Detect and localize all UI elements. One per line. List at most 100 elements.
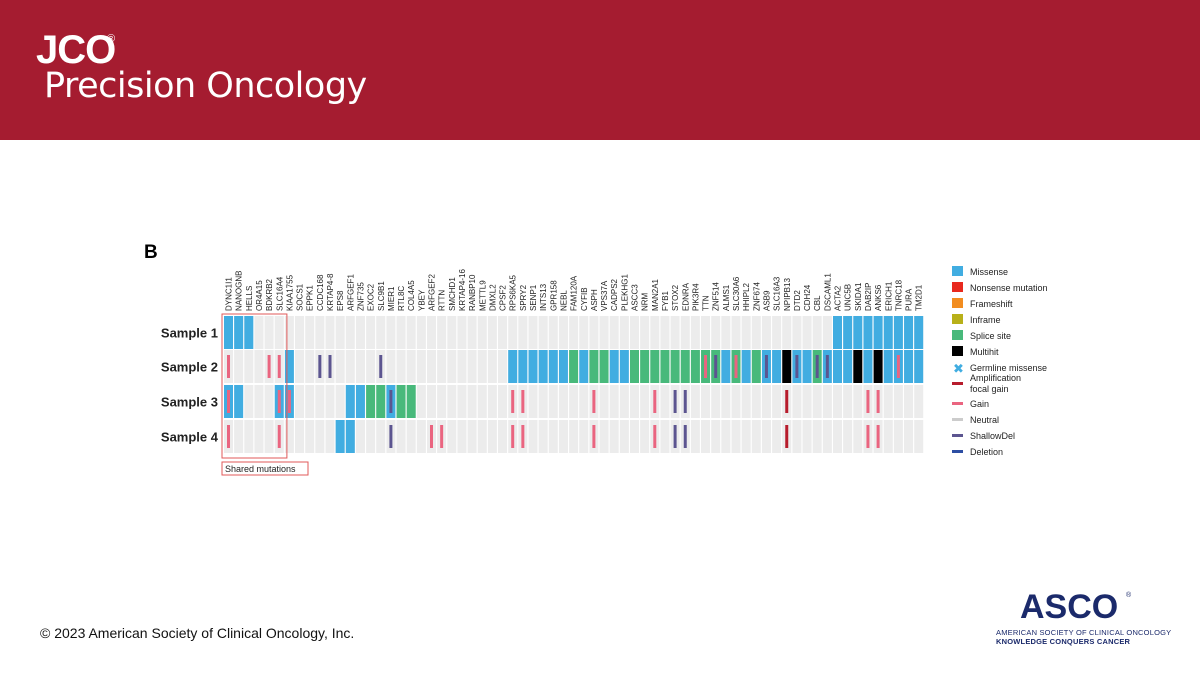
mutation-cell [782, 350, 792, 383]
grid-cell [853, 420, 863, 453]
grid-cell [711, 385, 721, 418]
grid-cell [792, 385, 802, 418]
cnv-bar [673, 425, 677, 448]
gene-label: TM2D1 [915, 284, 924, 311]
gene-label: CDH24 [803, 284, 812, 311]
legend-label: Deletion [970, 447, 1003, 457]
grid-cell [487, 316, 497, 349]
gene-label: TNRC18 [894, 279, 903, 311]
gene-label: ZNF735 [356, 282, 365, 311]
cnv-bar [673, 390, 677, 413]
grid-cell [741, 316, 751, 349]
grid-cell [558, 316, 568, 349]
gene-label: ALMS1 [722, 284, 731, 311]
mutation-cell [772, 350, 782, 383]
gene-label: EPPK1 [306, 285, 315, 311]
grid-cell [437, 385, 447, 418]
legend-label: Frameshift [970, 299, 1013, 309]
cnv-bar [764, 355, 768, 378]
grid-cell [457, 350, 467, 383]
grid-cell [548, 420, 558, 453]
grid-cell [264, 420, 274, 453]
grid-cell [761, 385, 771, 418]
grid-cell [376, 316, 386, 349]
grid-cell [599, 420, 609, 453]
mutation-cell [538, 350, 548, 383]
mutation-cell [904, 316, 914, 349]
gene-label: DYNC1I1 [225, 277, 234, 311]
grid-cell [548, 385, 558, 418]
grid-cell [345, 350, 355, 383]
grid-cell [386, 316, 396, 349]
grid-cell [721, 316, 731, 349]
gene-label: EPS8 [336, 290, 345, 311]
legend-label: focal gain [970, 384, 1009, 394]
grid-cell [731, 316, 741, 349]
grid-cell [782, 316, 792, 349]
legend-label: Nonsense mutation [970, 283, 1048, 293]
legend-label: Multihit [970, 347, 999, 357]
cnv-bar [592, 390, 596, 413]
gene-label: VPS37A [600, 280, 609, 311]
grid-cell [406, 420, 416, 453]
grid-cell [477, 350, 487, 383]
mutation-cell [721, 350, 731, 383]
grid-cell [416, 316, 426, 349]
mutation-cell [630, 350, 639, 383]
grid-cell [619, 385, 629, 418]
grid-cell [477, 316, 487, 349]
cnv-bar [825, 355, 829, 378]
gene-label: FYB1 [661, 290, 670, 311]
cnv-bar [511, 425, 515, 448]
mutation-cell [873, 350, 883, 383]
shared-label-box [221, 461, 309, 476]
cnv-bar [379, 355, 383, 378]
cnv-bar [653, 425, 657, 448]
legend-swatch [952, 346, 963, 356]
gene-label: DTD2 [793, 290, 802, 311]
grid-cell [751, 420, 761, 453]
gene-label: NEBL [559, 290, 568, 311]
grid-cell [528, 385, 538, 418]
gene-label: PIK3R4 [691, 283, 700, 311]
gene-label: CYFIB [580, 287, 589, 311]
cnv-bar [227, 390, 230, 413]
cnv-bar [815, 355, 819, 378]
grid-cell [284, 420, 294, 453]
grid-cell [731, 420, 741, 453]
grid-cell [904, 420, 914, 453]
cnv-bar [896, 355, 900, 378]
gene-label: EXOC2 [367, 283, 376, 311]
gene-label: ASCC3 [631, 284, 640, 311]
legend-swatch [952, 298, 963, 308]
cnv-bar [785, 425, 789, 448]
mutation-cell [376, 385, 386, 418]
grid-cell [589, 316, 599, 349]
grid-cell [772, 316, 782, 349]
grid-cell [477, 420, 487, 453]
gene-label: HHIPL2 [742, 282, 751, 311]
grid-cell [295, 385, 305, 418]
mutation-cell [883, 350, 893, 383]
grid-cell [518, 316, 528, 349]
grid-cell [498, 350, 508, 383]
gene-label: SKIDA1 [854, 282, 863, 311]
journal-title: Precision Oncology [44, 66, 367, 106]
grid-cell [335, 350, 345, 383]
legend-label: Germline missense [970, 363, 1047, 373]
legend-swatch [952, 266, 963, 276]
grid-cell [487, 350, 497, 383]
gene-label: KRTAP4-16 [458, 269, 467, 311]
grid-cell [325, 420, 335, 453]
mutation-cell [518, 350, 528, 383]
grid-cell [751, 385, 761, 418]
grid-cell [355, 420, 365, 453]
legend-label: Inframe [970, 315, 1001, 325]
grid-cell [761, 420, 771, 453]
cnv-bar [592, 425, 596, 448]
gene-label: ARFGEF1 [346, 274, 355, 311]
legend-line [952, 434, 963, 437]
gene-label: YBEY [417, 289, 426, 311]
grid-cell [670, 316, 680, 349]
